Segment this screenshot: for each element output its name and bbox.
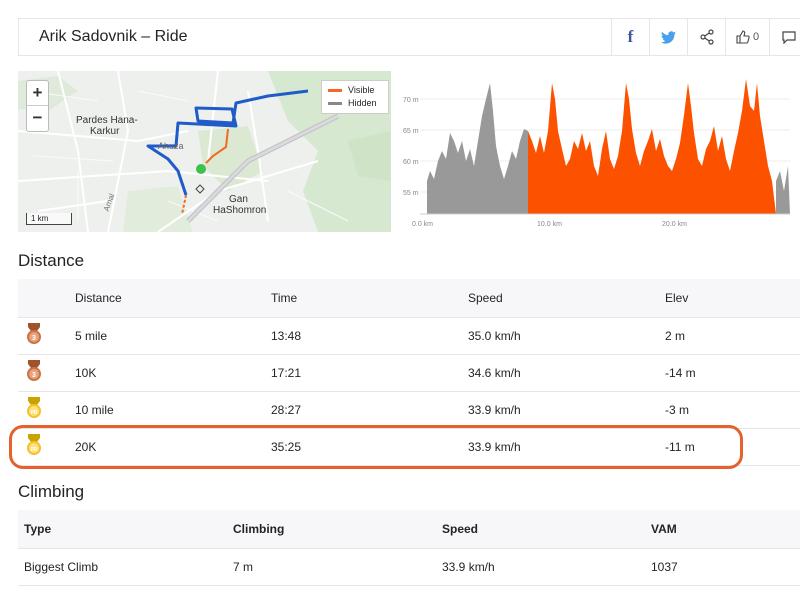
- distance-table: Distance Time Speed Elev 3 5 mile 13:48 35.…: [18, 279, 800, 466]
- cell-time: 17:21: [271, 354, 468, 392]
- col-distance[interactable]: Distance: [75, 279, 271, 318]
- share-icon[interactable]: [687, 19, 725, 55]
- third-place-badge-icon: 3: [26, 360, 42, 385]
- cell-climb-speed: 33.9 km/h: [436, 548, 645, 586]
- kudos-count: 0: [752, 31, 760, 43]
- elevation-hidden-area: [427, 83, 528, 214]
- y-tick-60: 60 m: [403, 159, 419, 166]
- y-tick-70: 70 m: [403, 97, 419, 104]
- highlight-annotation: [9, 425, 743, 469]
- x-tick-20: 20.0 km: [662, 221, 687, 228]
- cell-time: 28:27: [271, 391, 468, 429]
- zoom-in-button[interactable]: +: [27, 81, 48, 106]
- zoom-out-button[interactable]: −: [32, 108, 43, 127]
- map-legend: Visible Hidden: [321, 80, 389, 114]
- cell-speed: 34.6 km/h: [468, 354, 665, 392]
- cell-distance[interactable]: 10K: [75, 354, 271, 392]
- legend-visible: Visible: [348, 85, 375, 95]
- table-row[interactable]: 3 5 mile 13:48 35.0 km/h 2 m: [18, 317, 800, 355]
- col-speed[interactable]: Speed: [468, 279, 665, 318]
- comment-icon[interactable]: [769, 19, 800, 55]
- third-place-badge-icon: 3: [26, 323, 42, 348]
- kudos-button[interactable]: 0: [725, 19, 769, 55]
- cell-time: 13:48: [271, 317, 468, 355]
- cell-speed: 35.0 km/h: [468, 317, 665, 355]
- svg-text:PR: PR: [31, 410, 38, 416]
- col-climbing[interactable]: Climbing: [227, 510, 436, 549]
- map-label-gan: Gan: [229, 194, 248, 205]
- route-map[interactable]: + − Visible Hidden Pardes Hana- Karkur A…: [18, 71, 391, 232]
- table-header-row: Type Climbing Speed VAM: [18, 510, 800, 549]
- x-tick-0: 0.0 km: [412, 221, 433, 228]
- facebook-icon[interactable]: f: [611, 19, 649, 55]
- col-climb-speed[interactable]: Speed: [436, 510, 645, 549]
- cell-climbing: 7 m: [227, 548, 436, 586]
- activity-header: Arik Sadovnik – Ride f 0: [18, 18, 800, 56]
- col-type[interactable]: Type: [18, 510, 227, 549]
- table-row[interactable]: PR 10 mile 28:27 33.9 km/h -3 m: [18, 391, 800, 429]
- table-header-row: Distance Time Speed Elev: [18, 279, 800, 318]
- zoom-controls: + −: [26, 80, 49, 132]
- map-label-hashomron: HaShomron: [213, 205, 267, 216]
- legend-hidden: Hidden: [348, 98, 377, 108]
- cell-time: 35:25: [271, 428, 468, 466]
- y-tick-65: 65 m: [403, 128, 419, 135]
- climbing-table: Type Climbing Speed VAM Biggest Climb 7 m…: [18, 510, 800, 586]
- cell-distance[interactable]: 5 mile: [75, 317, 271, 355]
- header-actions: f 0: [611, 19, 800, 55]
- col-time[interactable]: Time: [271, 279, 468, 318]
- svg-text:PR: PR: [31, 447, 38, 453]
- cell-distance[interactable]: 10 mile: [75, 391, 271, 429]
- cell-distance[interactable]: 20K: [75, 428, 271, 466]
- cell-elev: 2 m: [665, 317, 800, 355]
- twitter-icon[interactable]: [649, 19, 687, 55]
- table-row[interactable]: PR 20K 35:25 33.9 km/h -11 m: [18, 428, 800, 466]
- elevation-chart[interactable]: 70 m 65 m 60 m 55 m 0.0 km 10.0 km 20.0 …: [400, 71, 800, 232]
- map-label-karkur: Karkur: [90, 126, 120, 137]
- map-scale: 1 km: [26, 213, 72, 225]
- elevation-visible-area: [528, 79, 776, 214]
- thumbs-up-icon: [736, 30, 750, 44]
- page-title: Arik Sadovnik – Ride: [39, 28, 188, 45]
- cell-speed: 33.9 km/h: [468, 428, 665, 466]
- pr-badge-icon: PR: [26, 434, 42, 459]
- svg-text:3: 3: [32, 372, 36, 379]
- map-label-pardes: Pardes Hana-: [76, 115, 138, 126]
- col-elev[interactable]: Elev: [665, 279, 800, 318]
- pr-badge-icon: PR: [26, 397, 42, 422]
- col-vam[interactable]: VAM: [645, 510, 800, 549]
- svg-text:3: 3: [32, 335, 36, 342]
- cell-type: Biggest Climb: [18, 548, 227, 586]
- x-tick-10: 10.0 km: [537, 221, 562, 228]
- table-row[interactable]: 3 10K 17:21 34.6 km/h -14 m: [18, 354, 800, 392]
- cell-speed: 33.9 km/h: [468, 391, 665, 429]
- table-row[interactable]: Biggest Climb 7 m 33.9 km/h 1037: [18, 548, 800, 586]
- cell-elev: -3 m: [665, 391, 800, 429]
- distance-section-title: Distance: [18, 251, 85, 270]
- y-tick-55: 55 m: [403, 190, 419, 197]
- map-label-ahuza: Ahuza: [158, 141, 184, 151]
- cell-vam: 1037: [645, 548, 800, 586]
- cell-elev: -14 m: [665, 354, 800, 392]
- climbing-section-title: Climbing: [18, 482, 85, 501]
